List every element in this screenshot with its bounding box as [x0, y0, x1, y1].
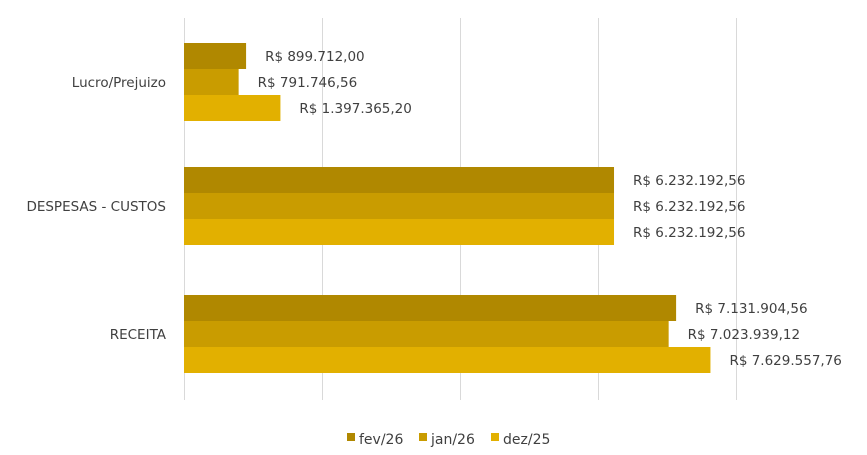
legend-label: jan/26 [430, 432, 475, 448]
bar [184, 193, 615, 219]
data-label: R$ 1.397.365,20 [299, 101, 411, 117]
data-label: R$ 791.746,56 [258, 75, 358, 91]
legend-swatch [419, 433, 427, 441]
bar [184, 43, 247, 69]
bar [184, 219, 615, 245]
category-label: Lucro/Prejuizo [72, 75, 166, 91]
data-label: R$ 7.131.904,56 [695, 301, 807, 317]
bar [184, 95, 281, 121]
data-label: R$ 7.629.557,76 [729, 353, 841, 369]
bar [184, 347, 711, 373]
legend-swatch [491, 433, 499, 441]
data-label: R$ 6.232.192,56 [633, 225, 745, 241]
bar [184, 321, 669, 347]
legend-label: fev/26 [359, 432, 403, 448]
legend-label: dez/25 [503, 432, 550, 448]
legend-swatch [347, 433, 355, 441]
category-label: RECEITA [110, 327, 167, 343]
data-label: R$ 7.023.939,12 [688, 327, 800, 343]
bar [184, 295, 677, 321]
data-label: R$ 6.232.192,56 [633, 199, 745, 215]
bar [184, 69, 239, 95]
data-label: R$ 6.232.192,56 [633, 173, 745, 189]
category-label: DESPESAS - CUSTOS [26, 199, 166, 215]
data-label: R$ 899.712,00 [265, 49, 365, 65]
bar [184, 167, 615, 193]
